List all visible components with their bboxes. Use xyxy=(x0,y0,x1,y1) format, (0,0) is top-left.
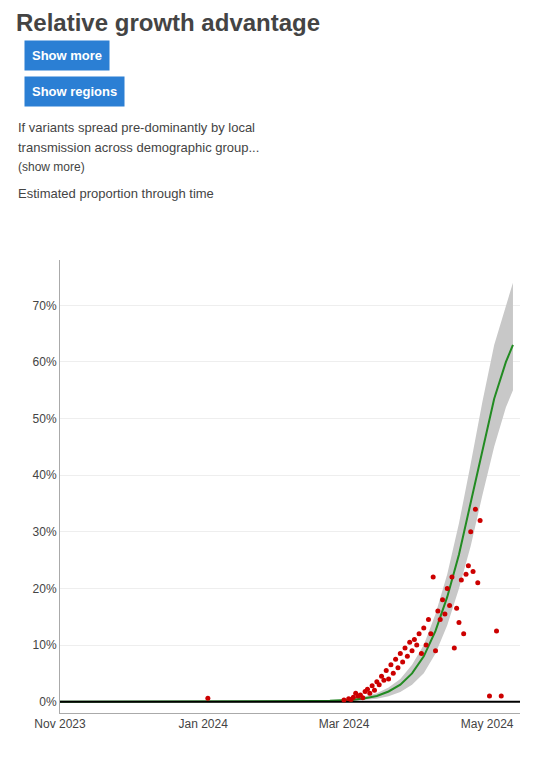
svg-text:30%: 30% xyxy=(33,525,57,539)
svg-text:0%: 0% xyxy=(39,695,57,709)
svg-text:Show more: Show more xyxy=(32,48,102,63)
svg-text:10%: 10% xyxy=(33,638,57,652)
svg-text:(show more): (show more) xyxy=(18,160,85,174)
svg-text:May 2024: May 2024 xyxy=(461,717,514,731)
svg-text:Jan 2024: Jan 2024 xyxy=(178,717,228,731)
svg-text:Relative growth advantage: Relative growth advantage xyxy=(16,9,320,36)
svg-text:Nov 2023: Nov 2023 xyxy=(34,717,86,731)
svg-text:If variants spread pre-dominan: If variants spread pre-dominantly by loc… xyxy=(18,120,255,135)
svg-text:70%: 70% xyxy=(33,299,57,313)
svg-text:Mar 2024: Mar 2024 xyxy=(319,717,370,731)
svg-text:transmission across demographi: transmission across demographic group... xyxy=(18,140,259,155)
svg-text:Estimated proportion through t: Estimated proportion through time xyxy=(18,186,214,201)
svg-text:60%: 60% xyxy=(33,355,57,369)
svg-text:40%: 40% xyxy=(33,468,57,482)
svg-text:50%: 50% xyxy=(33,412,57,426)
svg-text:20%: 20% xyxy=(33,582,57,596)
svg-text:Show regions: Show regions xyxy=(32,84,117,99)
